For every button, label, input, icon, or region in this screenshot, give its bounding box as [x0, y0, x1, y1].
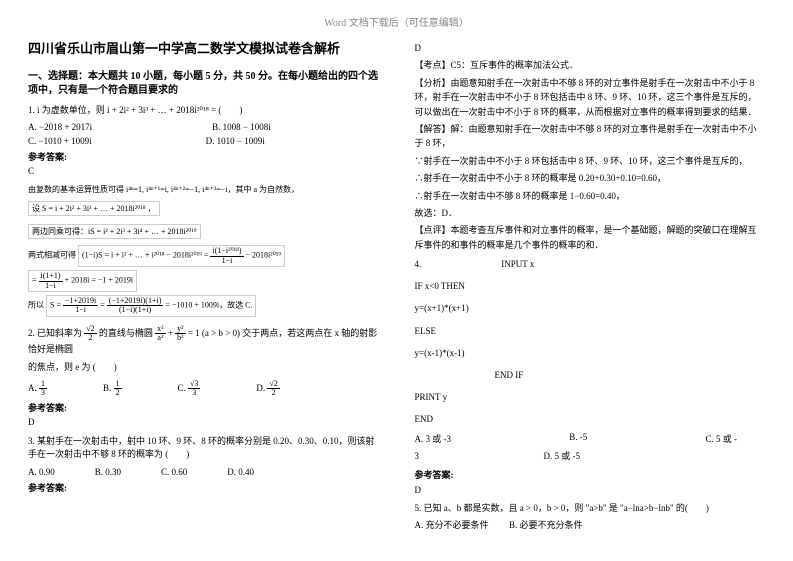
q1-answer: C — [28, 165, 379, 179]
q1-stem: 1. i 为虚数单位，则 i + 2i² + 3i³ + … + 2018i²⁰… — [28, 104, 379, 118]
q5-opts: A. 充分不必要条件 B. 必要不充分条件 — [415, 518, 766, 531]
q1-deriv-5: = i(1+1)1−i + 2018i = −1 + 2019i — [28, 270, 379, 292]
section-1-head: 一、选择题：本大题共 10 小题，每小题 5 分，共 50 分。在每小题给出的四… — [28, 70, 379, 98]
q2-b-d: 2 — [114, 389, 122, 397]
q1-d5-tail: + 2018i = −1 + 2019i — [65, 276, 134, 285]
q1-deriv-2: 设 S = i + 2i² + 3i³ + … + 2018i²⁰¹⁸ ， — [28, 201, 379, 216]
q1-so: 所以 — [28, 301, 44, 310]
q2-d-lbl: D. — [256, 383, 267, 393]
q4-y2: y=(x-1)*(x-1) — [415, 345, 766, 361]
q4-c: C. 5 或 - — [705, 432, 737, 445]
q2-b-lbl: B. — [103, 383, 114, 393]
q5-a: A. 充分不必要条件 — [415, 520, 489, 530]
q3-opts: A. 0.90 B. 0.30 C. 0.60 D. 0.40 — [28, 467, 379, 477]
solve-label: 【解答】 — [415, 124, 451, 134]
q3-stem: 3. 某射手在一次射击中，射中 10 环、9 环、8 环的概率分别是 0.20、… — [28, 435, 379, 462]
q3-b: B. 0.30 — [95, 467, 121, 477]
q1-deriv-3: 两边同乘可得：iS = i² + 2i³ + 3i⁴ + … + 2018i²⁰… — [28, 224, 379, 239]
q4-3: 3 — [415, 451, 420, 461]
q3-solve-4: ∴射手在一次射击中不够 8 环的概率是 1−0.60=0.40， — [415, 189, 766, 203]
q3-solve-2: ∵射手在一次射击中不小于 8 环包括击中 8 环、9 环、10 环，这三个事件是… — [415, 154, 766, 168]
q2-pre: 2. 已知斜率为 — [28, 328, 84, 338]
q2-stem: 2. 已知斜率为 √22 的直线与椭圆 x²a² + y²b² = 1 (a >… — [28, 325, 379, 356]
q1-opt-a: A. −2018 + 2017i — [28, 122, 92, 132]
q5-stem: 5. 已知 a、b 都是实数，且 a > 0，b > 0，则 "a>b" 是 "… — [415, 501, 766, 515]
q4-line-no: 4. INPUT x — [415, 256, 766, 272]
q4-b: B. -5 — [569, 432, 587, 445]
q4-d: D. 5 或 -5 — [544, 451, 581, 461]
q4-opts-row2: 3 D. 5 或 -5 — [415, 449, 766, 462]
q1-opt-c: C. −1010 + 1009i — [28, 136, 92, 146]
q5-b: B. 必要不充分条件 — [509, 520, 583, 530]
q2-a-lbl: A. — [28, 383, 39, 393]
q3-a: A. 0.90 — [28, 467, 55, 477]
q3-exam-point: 【考点】C5：互斥事件的概率加法公式． — [415, 58, 766, 72]
q4-opts-row1: A. 3 或 -3 B. -5 C. 5 或 - — [415, 432, 737, 445]
right-column: D 【考点】C5：互斥事件的概率加法公式． 【分析】由题意知射手在一次射击中不够… — [415, 41, 766, 531]
q4-else: ELSE — [415, 323, 766, 339]
analysis-label: 【分析】 — [415, 78, 451, 88]
q2-opts: A. 13 B. 12 C. √33 D. √22 — [28, 380, 379, 398]
q1-d6b-d: (1−i)(1+i) — [107, 306, 164, 314]
q1-opt-d: D. 1010 − 1009i — [206, 136, 265, 146]
q1-d5-d: 1−i — [39, 282, 63, 290]
analysis-text: 由题意知射手在一次射击中不够 8 环的对立事件是射手在一次射击中不小于 8 环，… — [415, 78, 757, 117]
q1-deriv-1: 由复数的基本运算性质可得 i⁴ⁿ=1, i⁴ⁿ⁺¹=i, i⁴ⁿ⁺²=−1, i… — [28, 184, 379, 195]
q1-deriv-6: 所以 S = −1+2019i1−i = (−1+2019i)(1+i)(1−i… — [28, 295, 379, 317]
q3-d: D. 0.40 — [227, 467, 254, 477]
q1-d4-tail: − 2018i²⁰¹⁹ — [246, 251, 282, 260]
q4-no: 4. — [415, 259, 422, 269]
q1-sub-eq: (1−i)S = i + i² + … + i²⁰¹⁸ − 2018i²⁰¹⁹ … — [82, 251, 210, 260]
q3-answer-label: 参考答案: — [28, 481, 379, 494]
q4-endif: END IF — [415, 367, 766, 383]
left-column: 四川省乐山市眉山第一中学高二数学文模拟试卷含解析 一、选择题：本大题共 10 小… — [28, 41, 379, 531]
q2-answer-label: 参考答案: — [28, 401, 379, 414]
q1-deriv-4-row: 两式相减可得 (1−i)S = i + i² + … + i²⁰¹⁸ − 201… — [28, 245, 379, 267]
q1-d6-tail: = −1010 + 1009i，故选 C. — [165, 301, 252, 310]
q4-answer: D — [415, 483, 766, 497]
q1-sub-label: 两式相减可得 — [28, 251, 76, 260]
q3-answer: D — [415, 41, 766, 55]
q3-solve-3: ∴射手在一次射击中不小于 8 环的概率是 0.20+0.30+0.10=0.60… — [415, 171, 766, 185]
q3-solve-head: 【解答】解：由题意知射手在一次射击中不够 8 环的对立事件是射手在一次射击中不小… — [415, 122, 766, 151]
q1-set-s: 设 S = i + 2i² + 3i³ + … + 2018i²⁰¹⁸ ， — [28, 201, 160, 216]
q2-answer: D — [28, 416, 379, 430]
solve-1: 解：由题意知射手在一次射击中不够 8 环的对立事件是射手在一次射击中不小于 8 … — [415, 124, 757, 148]
doc-title: 四川省乐山市眉山第一中学高二数学文模拟试卷含解析 — [28, 41, 379, 58]
q1-d4-d: 1−i — [210, 257, 243, 265]
q3-analysis: 【分析】由题意知射手在一次射击中不够 8 环的对立事件是射手在一次射击中不小于 … — [415, 76, 766, 119]
q4-print: PRINT y — [415, 389, 766, 405]
q2-a-d: 3 — [39, 389, 47, 397]
q2-mid: 的直线与椭圆 — [99, 328, 155, 338]
q3-review: 【点评】本题考查互斥事件和对立事件的概率，是一个基础题，解题的突破口在理解互斥事… — [415, 223, 766, 252]
q4-input: INPUT x — [501, 259, 534, 269]
review-label: 【点评】 — [415, 225, 451, 235]
q2-ell-xd: a² — [155, 334, 165, 342]
q2-slope-d: 2 — [84, 334, 96, 342]
q2-ell-yd: b² — [175, 334, 185, 342]
q1-d6a-d: 1−i — [63, 306, 98, 314]
q2-stem-2: 的焦点，则 e 为 ( ) — [28, 361, 379, 375]
q2-d-d: 2 — [267, 389, 279, 397]
q1-answer-label: 参考答案: — [28, 150, 379, 163]
q4-if: IF x<0 THEN — [415, 278, 766, 294]
q3-c: C. 0.60 — [161, 467, 187, 477]
review-text: 本题考查互斥事件和对立事件的概率，是一个基础题，解题的突破口在理解互斥事件的和事… — [415, 225, 757, 249]
q4-end: END — [415, 411, 766, 427]
q4-y1: y=(x+1)*(x+1) — [415, 300, 766, 316]
q4-a: A. 3 或 -3 — [415, 432, 452, 445]
q1-opt-b: B. 1008 − 1008i — [212, 122, 271, 132]
header-watermark: Word 文档下载后（可任意编辑） — [28, 14, 765, 29]
q2-c-d: 3 — [188, 389, 200, 397]
q2-c-lbl: C. — [178, 383, 189, 393]
q3-solve-5: 故选：D． — [415, 206, 766, 220]
q1-multiply: 两边同乘可得：iS = i² + 2i³ + 3i⁴ + … + 2018i²⁰… — [28, 224, 201, 239]
q4-answer-label: 参考答案: — [415, 468, 766, 481]
